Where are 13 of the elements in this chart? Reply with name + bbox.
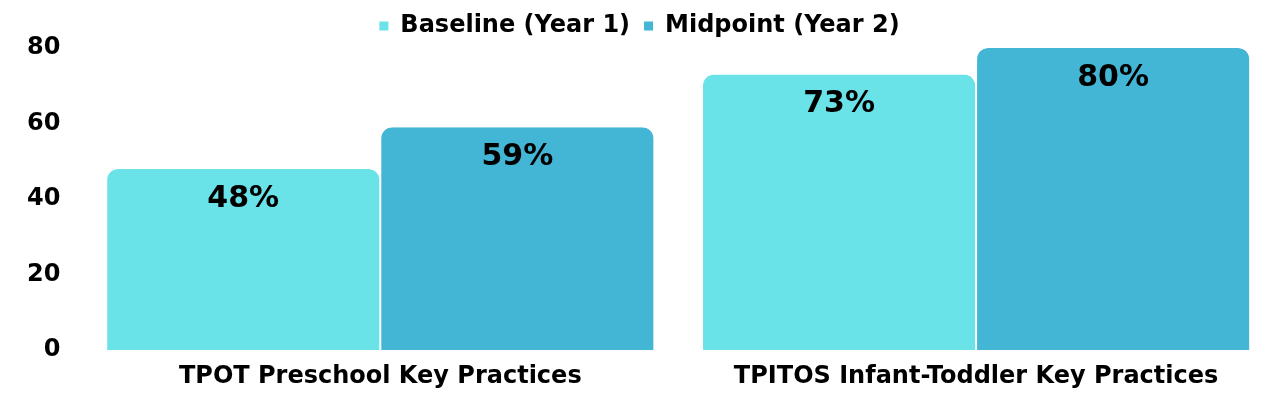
y-tick-label: 60 <box>26 107 61 136</box>
x-tick-label: TPOT Preschool Key Practices <box>178 360 582 389</box>
y-tick-label: 40 <box>26 183 61 212</box>
legend-label: Baseline (Year 1) <box>400 10 631 39</box>
y-tick-label: 20 <box>26 258 61 287</box>
data-label: 59% <box>481 137 554 173</box>
data-label: 48% <box>207 178 280 214</box>
x-tick-label: TPITOS Infant-Toddler Key Practices <box>733 360 1219 389</box>
legend-label: Midpoint (Year 2) <box>665 10 900 39</box>
y-tick-label: 80 <box>26 32 61 61</box>
y-tick-label: 0 <box>43 334 61 363</box>
data-label: 80% <box>1077 57 1150 93</box>
data-label: 73% <box>803 84 875 120</box>
